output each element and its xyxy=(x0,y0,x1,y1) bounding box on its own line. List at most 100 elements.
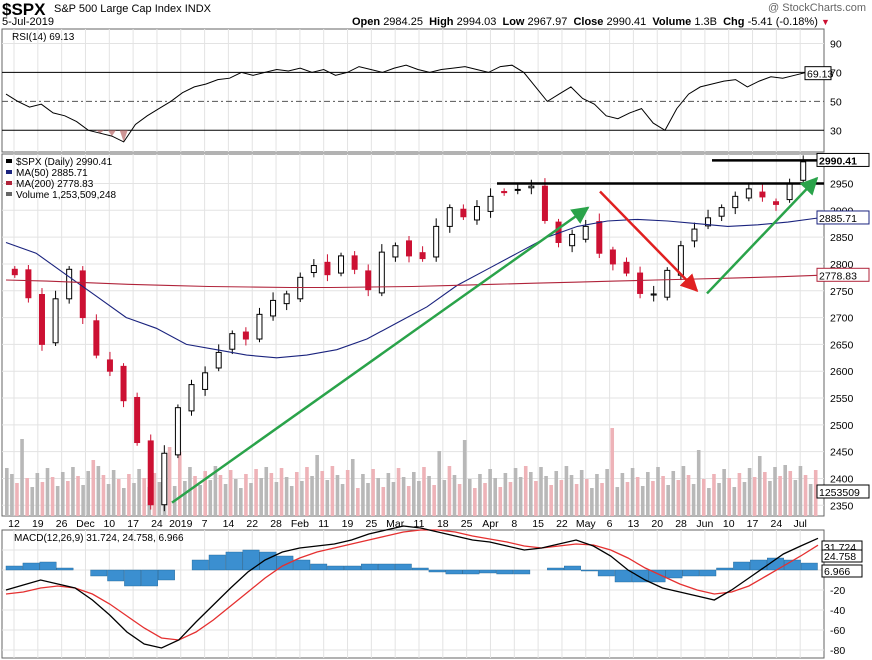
volume-bar xyxy=(559,480,564,516)
volume-bar xyxy=(447,466,452,516)
candle-body xyxy=(609,249,616,265)
price-last-value-box xyxy=(816,152,870,167)
rsi-tick-label: 90 xyxy=(830,38,842,50)
volume-bar xyxy=(208,480,213,516)
volume-bar xyxy=(320,471,325,516)
rsi-value-label: 69.13 xyxy=(807,69,833,81)
macd-hist-bar xyxy=(547,567,564,571)
price-tick-label: 2850 xyxy=(830,232,854,244)
candle-body xyxy=(705,217,712,227)
volume-bar xyxy=(696,450,701,516)
candle-body xyxy=(541,185,548,222)
volume-bar xyxy=(534,481,538,516)
volume-bar xyxy=(111,470,116,516)
chg-label: Chg xyxy=(723,16,745,28)
candle-body xyxy=(38,294,45,345)
chg-down-icon: ▼ xyxy=(820,17,830,27)
candle-body xyxy=(174,407,181,456)
x-tick-label: 25 xyxy=(461,518,473,530)
volume-bar xyxy=(798,466,803,516)
security-name: S&P 500 Large Cap Index INDX xyxy=(54,3,211,15)
macd-line xyxy=(5,525,819,649)
x-tick-label: 15 xyxy=(532,518,544,530)
volume-bar xyxy=(391,482,396,516)
volume-value-label-box xyxy=(816,484,870,499)
volume-bar xyxy=(264,467,269,516)
volume-bar xyxy=(757,456,762,516)
volume-bar xyxy=(651,481,655,516)
volume-bar xyxy=(167,447,172,516)
rsi-line xyxy=(5,64,819,143)
candle-body xyxy=(759,191,766,198)
price-tick-label: 2950 xyxy=(830,178,854,190)
macd-hist-bar xyxy=(462,569,480,575)
volume-bar xyxy=(722,469,726,516)
volume-bar xyxy=(630,468,635,516)
macd-hist-bar xyxy=(648,569,666,583)
x-tick-label: Apr xyxy=(482,518,499,530)
candle-body xyxy=(473,206,480,221)
candle-body xyxy=(202,372,209,390)
low-label: Low xyxy=(502,16,525,28)
candle-body xyxy=(773,201,780,205)
volume-bar xyxy=(549,485,553,516)
volume-bar xyxy=(386,473,391,516)
low-value: 2967.97 xyxy=(527,16,568,28)
macd-value-label: 6.966 xyxy=(824,566,850,578)
candle-body xyxy=(229,333,236,350)
candle-body xyxy=(419,252,426,260)
x-tick-label: 10 xyxy=(723,518,735,530)
volume-bar xyxy=(259,478,263,516)
volume-bar xyxy=(615,487,620,516)
volume-bar xyxy=(590,488,594,516)
volume-bar xyxy=(55,486,60,516)
macd-panel xyxy=(5,525,819,649)
macd-title: MACD(12,26,9) 31.724, 24.758, 6.966 xyxy=(14,533,184,544)
open-label: Open xyxy=(352,16,381,28)
candle-body xyxy=(487,195,494,212)
volume-bar xyxy=(157,482,162,516)
x-tick-label: Feb xyxy=(291,518,309,530)
volume-bar xyxy=(813,470,818,516)
volume-bar xyxy=(76,476,80,516)
candle-body xyxy=(215,351,222,369)
volume-bar xyxy=(701,479,706,516)
macd-hist-bar xyxy=(564,565,581,571)
volume-bar xyxy=(66,481,70,516)
volume-bar xyxy=(671,471,676,516)
volume-bar xyxy=(300,481,304,516)
macd-hist-bar xyxy=(39,561,57,571)
volume-bar xyxy=(356,488,360,516)
close-label: Close xyxy=(573,16,604,28)
candle-body xyxy=(161,452,168,506)
macd-tick-label: -40 xyxy=(830,605,845,617)
volume-bar xyxy=(203,471,208,516)
volume-bar xyxy=(244,474,248,516)
volume-bar xyxy=(788,471,793,516)
macd-hist-bar xyxy=(580,569,598,572)
candle-body xyxy=(691,228,698,242)
legend-entry: MA(200) 2778.83 xyxy=(16,179,94,190)
price-tick-label: 2700 xyxy=(830,313,854,325)
candle-body xyxy=(93,320,100,356)
volume-bar xyxy=(737,473,742,516)
rsi-value-box xyxy=(804,66,832,81)
volume-bar xyxy=(747,468,752,516)
volume-bar xyxy=(646,472,650,516)
candle-body xyxy=(338,255,345,274)
candle-body xyxy=(79,270,86,319)
volume-bar xyxy=(305,467,309,516)
volume-bar xyxy=(122,488,126,516)
volume-bar xyxy=(625,482,630,516)
macd-hist-bar xyxy=(800,562,818,571)
macd-hist-bar xyxy=(124,569,142,587)
security-name-text: S&P 500 Large Cap Index xyxy=(54,3,182,15)
volume-bar xyxy=(808,484,813,516)
volume-bar xyxy=(518,477,523,516)
volume-bar xyxy=(20,439,24,516)
volume-bar xyxy=(712,474,716,516)
volume-bar xyxy=(584,479,589,516)
volume-bar xyxy=(569,475,574,516)
volume-bar xyxy=(529,472,533,516)
